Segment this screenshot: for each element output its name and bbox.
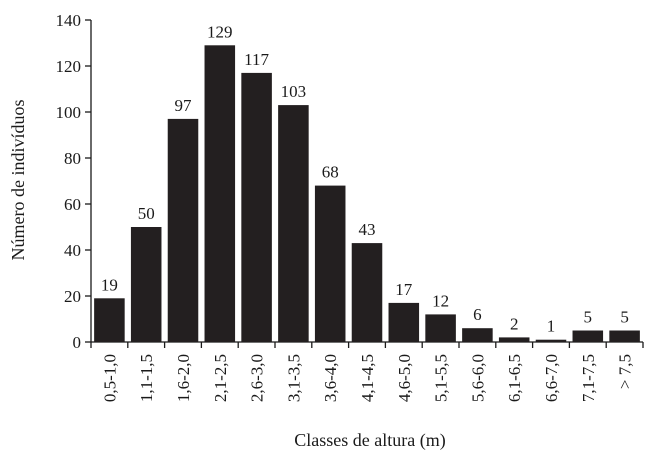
bar: [462, 328, 493, 342]
x-tick-label: 3,6-4,0: [321, 354, 340, 402]
bar: [572, 330, 604, 342]
x-axis-title: Classes de altura (m): [294, 430, 445, 451]
x-tick-label: 0,5-1,0: [100, 354, 119, 402]
y-axis-title: Número de indivíduos: [8, 100, 28, 261]
x-tick-label: 5,6-6,0: [468, 354, 487, 402]
x-axis: 0,5-1,0 1,1-1,5 1,6-2,0 2,1-2,5 2,6-3,0 3,1-3…: [90, 341, 644, 402]
bar: [241, 72, 272, 343]
x-tick-label: 3,1-3,5: [284, 354, 303, 402]
bar: [94, 298, 125, 342]
bar-value-label: 97: [175, 96, 193, 115]
bar-value-label: 1: [547, 317, 556, 336]
y-tick-label: 20: [64, 287, 81, 306]
bar: [609, 330, 640, 342]
bar: [351, 243, 383, 342]
x-tick-label: 2,1-2,5: [211, 354, 230, 402]
x-tick-label: > 7,5: [616, 354, 635, 389]
x-tick-label: 5,1-5,5: [432, 354, 451, 402]
bar-value-label: 5: [584, 308, 593, 327]
bar: [204, 45, 236, 343]
bar-value-label: 50: [138, 204, 155, 223]
bar-value-label: 68: [322, 163, 339, 182]
bar-value-label: 103: [281, 82, 307, 101]
y-tick-label: 100: [56, 103, 82, 122]
bar-value-label: 5: [620, 308, 629, 327]
x-tick-label: 4,1-4,5: [358, 354, 377, 402]
bar-value-label: 117: [244, 50, 269, 69]
y-tick-label: 80: [64, 149, 81, 168]
y-tick-label: 60: [64, 195, 81, 214]
x-tick-label: 7,1-7,5: [579, 354, 598, 402]
y-tick-label: 40: [64, 241, 81, 260]
x-tick-label: 2,6-3,0: [248, 354, 267, 402]
bar-value-label: 12: [432, 291, 449, 310]
bar-value-label: 6: [473, 305, 482, 324]
y-axis: 0 20 40 60 80 100 120 140: [56, 11, 92, 352]
x-tick-label: 6,6-7,0: [542, 354, 561, 402]
bar: [278, 105, 309, 342]
bar: [167, 118, 199, 343]
bar-value-label: 17: [395, 280, 413, 299]
bar-value-labels: 19 50 97 129 117 103 68 43 17 12 6 2 1 5 5: [101, 22, 629, 335]
x-tick-label: 4,6-5,0: [395, 354, 414, 402]
y-tick-label: 140: [56, 11, 82, 30]
bars: [94, 45, 640, 343]
bar-value-label: 43: [359, 220, 376, 239]
bar: [130, 227, 162, 342]
bar: [388, 302, 420, 342]
bar-value-label: 2: [510, 314, 519, 333]
y-tick-label: 0: [73, 333, 82, 352]
x-tick-label: 6,1-6,5: [505, 354, 524, 402]
x-tick-label: 1,6-2,0: [174, 354, 193, 402]
bar: [425, 314, 456, 342]
bar-value-label: 19: [101, 275, 118, 294]
y-tick-label: 120: [56, 57, 82, 76]
bar-value-label: 129: [207, 22, 233, 41]
bar: [498, 337, 530, 342]
x-tick-label: 1,1-1,5: [137, 354, 156, 402]
bar: [314, 185, 346, 342]
bar: [535, 339, 567, 342]
